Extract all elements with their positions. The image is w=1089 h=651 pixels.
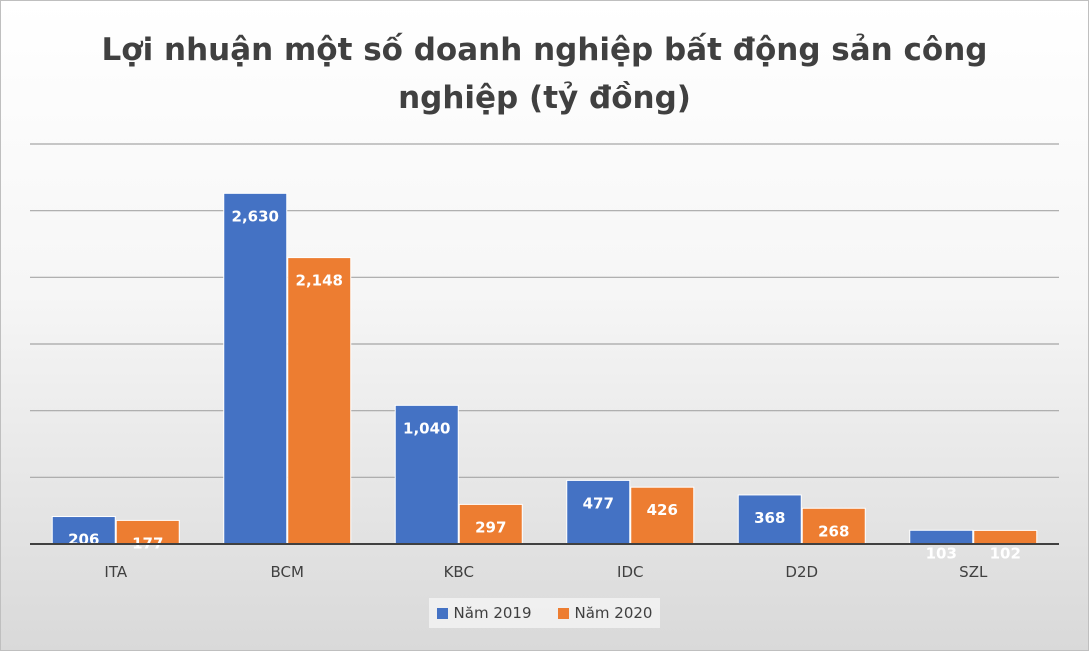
legend-label-2019: Năm 2019 [453,604,532,622]
legend: Năm 2019 Năm 2020 [0,598,1089,628]
data-label: 206 [68,531,99,549]
bar [909,529,974,545]
bar [223,192,288,545]
bar [458,503,523,545]
data-label: 477 [583,494,614,512]
x-tick-label: BCM [271,563,304,581]
data-label: 297 [475,518,506,536]
x-tick-label: IDC [617,563,643,581]
data-label: 426 [647,501,678,519]
bar [51,516,116,545]
legend-label-2020: Năm 2020 [574,604,653,622]
bar [973,529,1038,545]
bar [287,257,352,545]
chart-title: Lợi nhuận một số doanh nghiệp bất động s… [0,26,1089,122]
data-label: 103 [926,544,957,562]
x-tick-label: D2D [785,563,818,581]
data-label: 102 [990,544,1021,562]
data-label: 2,148 [296,272,343,290]
x-tick-label: SZL [959,563,988,581]
data-label: 368 [754,509,785,527]
chart-title-line-1: Lợi nhuận một số doanh nghiệp bất động s… [101,32,988,68]
bar [801,507,866,545]
chart-title-line-2: nghiệp (tỷ đồng) [398,80,691,116]
x-tick-label: ITA [104,563,127,581]
bar [630,486,695,545]
legend-swatch-2020 [557,607,569,619]
legend-swatch-2019 [436,607,448,619]
legend-box: Năm 2019 Năm 2020 [428,598,661,628]
data-label: 1,040 [403,419,450,437]
data-label: 2,630 [232,207,279,225]
data-label: 268 [818,522,849,540]
x-tick-label: KBC [444,563,474,581]
bar [566,479,631,545]
bar [394,404,459,545]
